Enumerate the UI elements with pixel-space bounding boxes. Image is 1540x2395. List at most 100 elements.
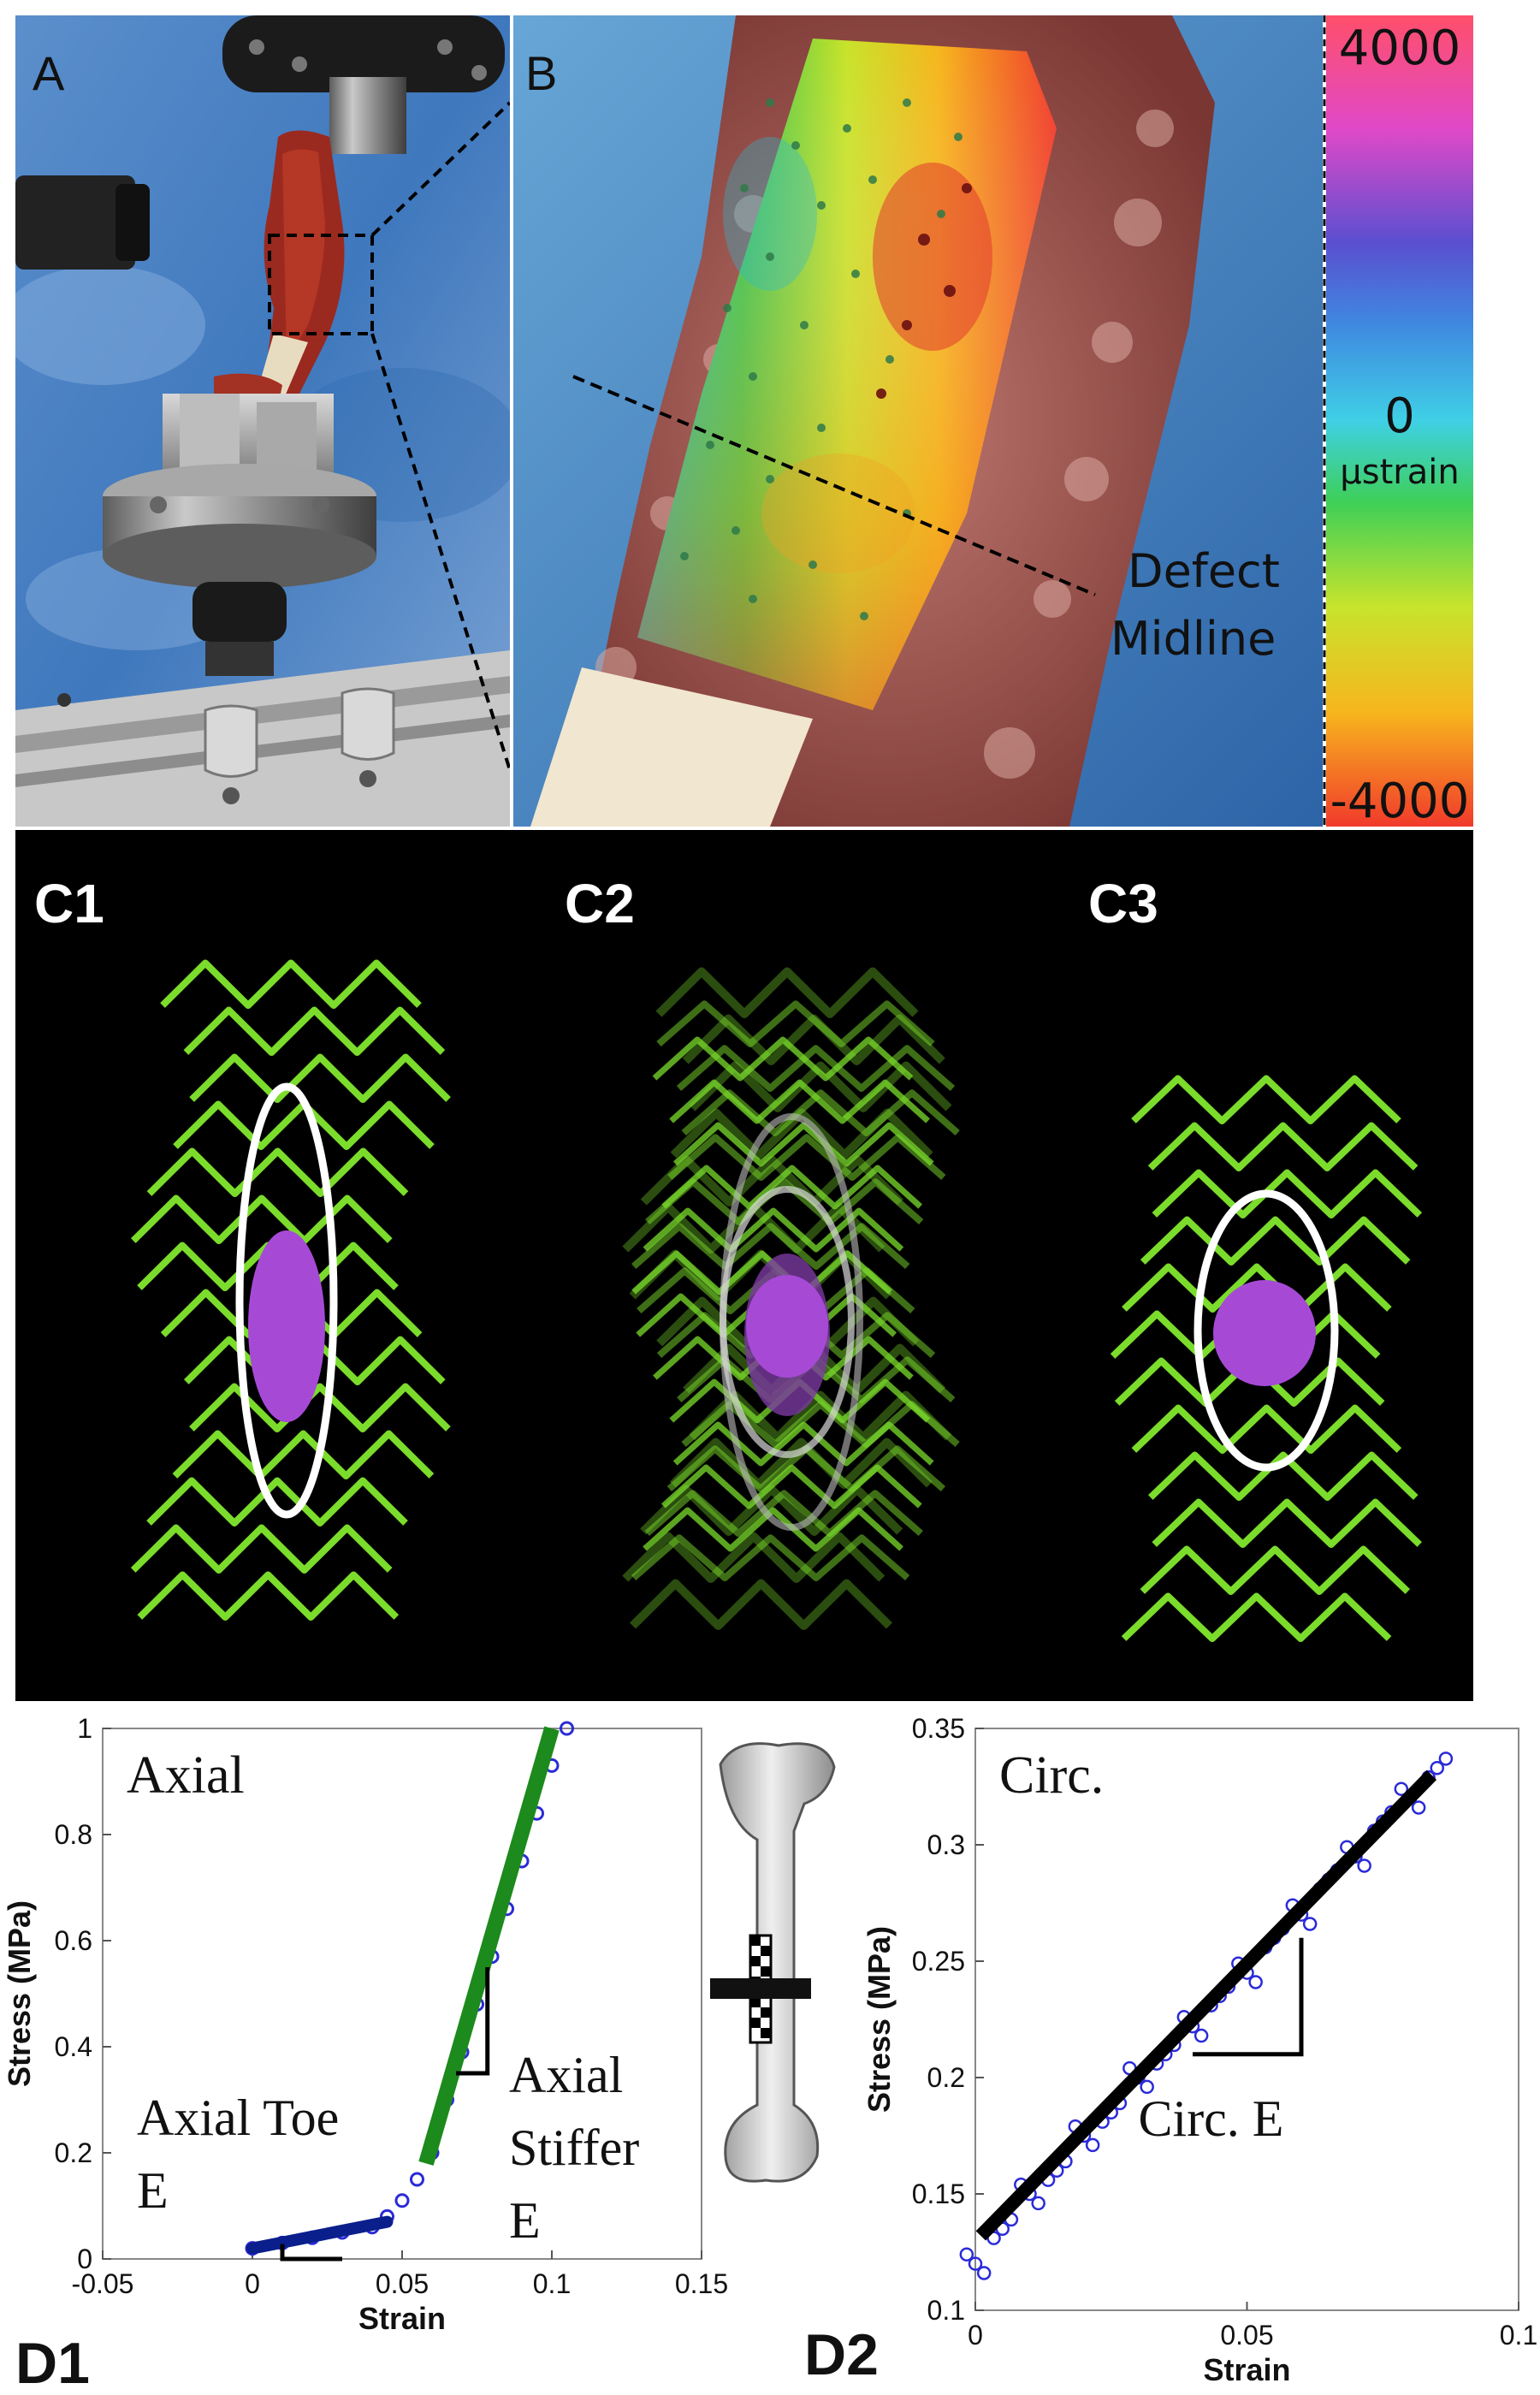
toe-fit-line [246,2215,394,2255]
purple-core [746,1275,828,1378]
white-ellipse [235,1082,338,1519]
plot-area [102,1728,702,2260]
spring-segment [631,1250,892,1295]
x-tick-label: 0.05 [376,2268,429,2299]
y-tick-label: 0.15 [912,2179,965,2209]
data-point [1194,2028,1209,2043]
y-tick-label: 1 [77,1713,92,1744]
toe-annotation: E [137,2162,169,2219]
data-point [560,1721,574,1736]
data-point [1357,1858,1371,1873]
spring-segment [1152,1498,1422,1548]
data-point [410,2172,424,2187]
spring-segment [629,1579,893,1630]
x-tick-label: -0.05 [72,2268,134,2299]
spring-segment [643,1507,903,1552]
spring-segment [1152,1169,1423,1218]
toe-slope-triangle [280,2244,342,2262]
spring-segment [652,1036,914,1082]
spring-segment [1148,1451,1419,1501]
spring-segment [660,1464,922,1509]
panel-d2-circ-chart: 0 0.05 0.1 0.1 0.15 0.2 0.25 0.3 0.35 Strain Stres… [862,1713,1537,2387]
spring-segment [189,1383,451,1432]
toe-annotation: Axial Toe [137,2090,339,2146]
colorbar-max-label: 4000 [1339,21,1461,76]
spring-segment [644,1490,923,1537]
spring-segment [146,1147,409,1197]
panel-letter-a: A [33,46,65,100]
data-point [1302,1917,1318,1931]
spring-segment [1121,1592,1392,1642]
circ-slope-triangle [1193,1937,1304,2057]
y-tick-label: 0.8 [55,1819,92,1850]
defect-label-line1: Defect [1128,544,1280,598]
spring-segment [622,1532,886,1583]
panel-a-photo [15,15,510,827]
y-axis-label: Stress (MPa) [862,1926,897,2113]
data-point [394,2193,410,2208]
spring-segment [1147,1122,1419,1171]
inner-title: Circ. [999,1746,1104,1805]
stiff-fit-line [418,1726,560,2166]
x-tick-label: 0.1 [533,2268,571,2299]
spring-segment [146,1477,408,1527]
spring-segment [672,1122,934,1167]
panel-c1-model [130,959,451,1621]
data-point [968,2256,983,2271]
data-point [1248,1975,1263,1989]
femur-schematic [710,1742,836,2183]
y-tick-label: 0.3 [927,1829,965,1860]
panel-c2-model [622,967,960,1630]
spring-segment [689,1061,952,1112]
colorbar-zero-label: 0 [1384,388,1415,444]
spring-segment [1140,1545,1411,1595]
y-tick-label: 0.25 [912,1946,965,1977]
panel-letter-c3: C3 [1088,873,1158,934]
y-tick-label: 0 [77,2244,92,2274]
data-point [1394,1781,1409,1796]
stiff-slope-triangle [456,1967,490,2076]
y-tick-label: 0.2 [55,2137,92,2168]
spring-segment [183,1006,446,1056]
data-point [1140,2079,1154,2095]
spring-segment [130,1195,393,1244]
colorbar-min-label: -4000 [1330,774,1470,829]
data-point [1430,1760,1444,1776]
y-tick-label: 0.35 [912,1713,965,1744]
circ-fit-line [975,1770,1437,2241]
data-point [976,2266,992,2280]
x-axis-label: Strain [1203,2352,1290,2387]
y-axis-label: Stress (MPa) [2,1900,37,2087]
panel-letter-c1: C1 [34,873,104,934]
spring-segment [1140,1216,1411,1266]
spring-segment [656,1000,935,1047]
panel-b-strain-map [513,15,1323,827]
data-point [1411,1800,1426,1815]
data-point [1031,2196,1045,2211]
spring-segment [1131,1404,1402,1454]
y-tick-label: 0.1 [927,2295,965,2326]
plot-area [974,1728,1519,2311]
data-point [959,2247,974,2262]
spring-segment [1131,1075,1401,1124]
spring-segment [130,1524,393,1574]
white-ellipse [720,1186,855,1458]
x-tick-label: 0 [968,2320,983,2351]
spring-segment [160,959,422,1009]
spring-segment [631,1534,910,1581]
x-tick-label: 0.1 [1500,2320,1537,2351]
panel-letter-d1: D1 [15,2331,90,2395]
spring-segment [655,967,919,1018]
spring-segment [669,1438,933,1489]
purple-core [248,1230,325,1422]
x-tick-label: 0 [245,2268,260,2299]
stiff-annotation: Axial [509,2047,623,2103]
stiff-annotation: E [509,2192,541,2249]
defect-label-line2: Midline [1111,612,1276,666]
panel-letter-c2: C2 [565,873,635,934]
spring-segment [1122,1263,1392,1313]
spring-segment [661,1165,923,1210]
x-tick-label: 0.05 [1220,2320,1273,2351]
colorbar-unit-label: µstrain [1340,453,1459,492]
